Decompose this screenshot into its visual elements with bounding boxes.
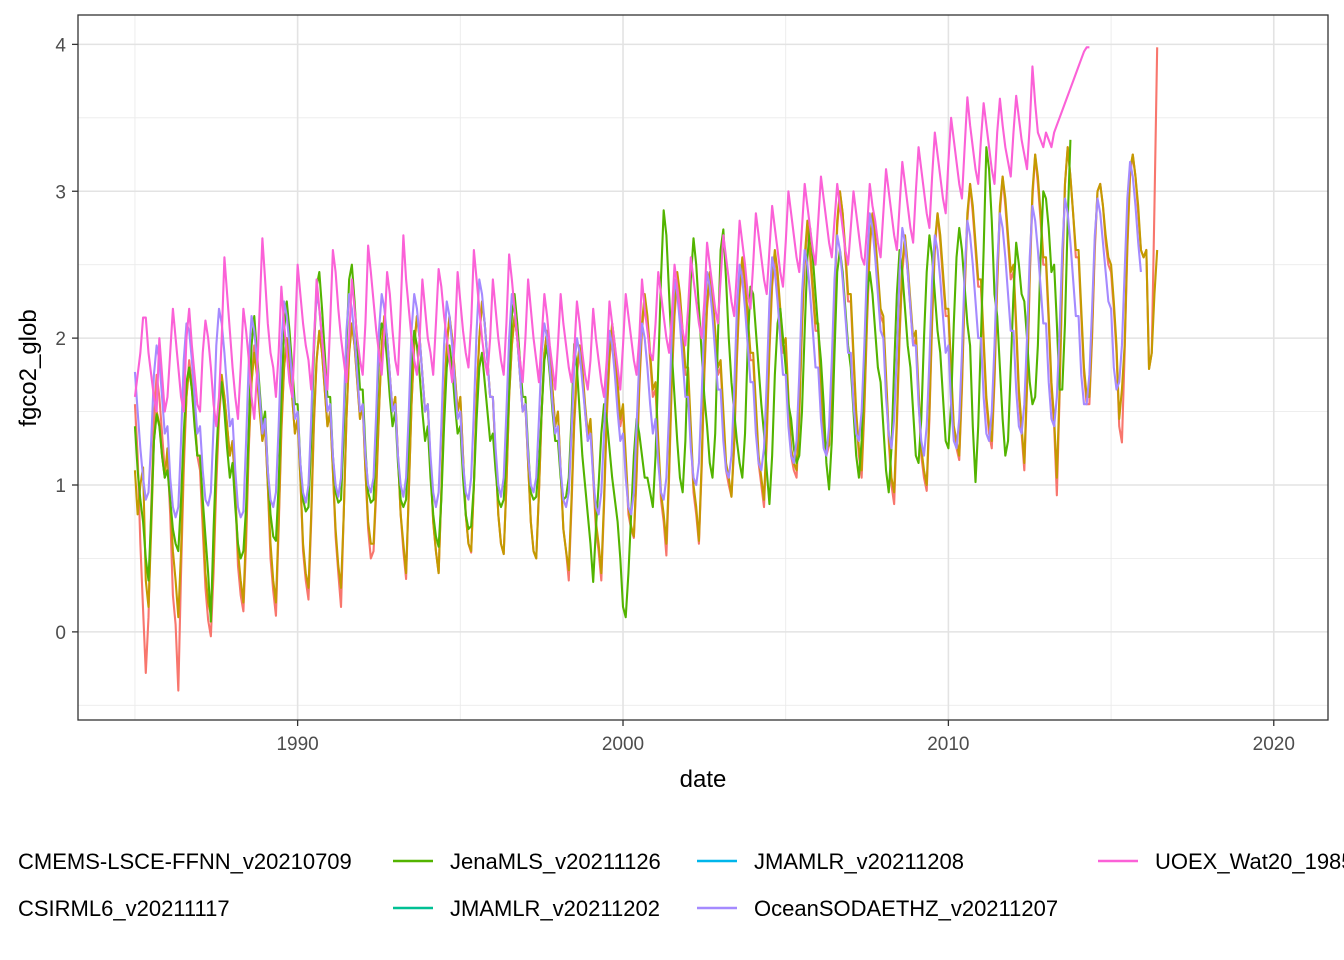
x-tick-label: 2010 (927, 734, 969, 755)
y-tick-label: 3 (55, 182, 66, 203)
plot-panel-border (77, 14, 1329, 721)
y-tick-label: 1 (55, 476, 66, 497)
y-tick-label: 0 (55, 623, 66, 644)
series-line-JenaMLS_v20211126 (133, 139, 1072, 623)
axes: 1990 2000 2010 2020 0 1 2 3 4 (55, 35, 1294, 755)
legend-label: OceanSODAETHZ_v20211207 (754, 896, 1058, 921)
legend-label: CSIRML6_v20211117 (18, 896, 230, 921)
series-line-CSIRML6_v20211117 (133, 146, 1159, 619)
x-tick-label: 2020 (1253, 734, 1295, 755)
x-tick-label: 1990 (276, 734, 318, 755)
x-axis-title: date (680, 766, 727, 793)
y-axis-title: fgco2_glob (15, 309, 42, 426)
legend-label: CMEMS-LSCE-FFNN_v20210709 (18, 849, 352, 874)
series-line-UOEX_Wat20_1985_2019_v20211204 (133, 46, 1090, 428)
legend-label: JenaMLS_v20211126 (450, 849, 661, 874)
series-line-OceanSODAETHZ_v20211207 (133, 160, 1142, 519)
y-tick-label: 2 (55, 329, 66, 350)
series-layer (133, 46, 1159, 692)
x-tick-label: 2000 (602, 734, 644, 755)
legend-label: UOEX_Wat20_1985_2019_v20211204 (1155, 849, 1344, 874)
legend-label: JMAMLR_v20211202 (450, 896, 660, 921)
legend: CMEMS-LSCE-FFNN_v20210709 CSIRML6_v202111… (18, 849, 1344, 921)
y-tick-label: 4 (55, 35, 66, 56)
legend-label: JMAMLR_v20211208 (754, 849, 964, 874)
